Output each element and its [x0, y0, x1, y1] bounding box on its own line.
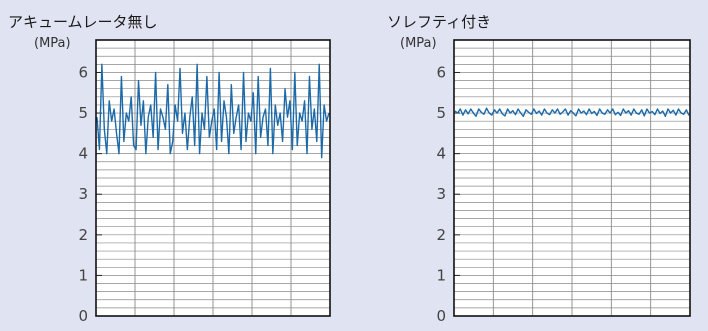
y-axis-unit-label: (MPa) — [34, 36, 71, 51]
y-tick-label: 0 — [436, 307, 446, 325]
y-tick-label: 0 — [78, 307, 88, 325]
y-tick-label: 2 — [78, 226, 88, 244]
y-tick-label: 5 — [436, 104, 446, 122]
y-tick-label: 3 — [78, 185, 88, 203]
chart-title: アキュームレータ無し — [8, 13, 158, 31]
y-tick-label: 1 — [78, 266, 88, 284]
y-tick-label: 5 — [78, 104, 88, 122]
chart-without-accumulator: アキュームレータ無し (MPa) 0 1 2 3 4 5 6 — [8, 13, 331, 325]
y-tick-label: 2 — [436, 226, 446, 244]
y-tick-label: 4 — [78, 145, 88, 163]
y-tick-label: 4 — [436, 145, 446, 163]
chart-title: ソレフティ付き — [387, 13, 491, 31]
plot-frame — [95, 39, 331, 317]
y-tick-label: 6 — [436, 63, 446, 81]
chart-with-relief-valve: ソレフティ付き (MPa) 0 1 2 3 4 5 6 — [387, 13, 691, 325]
pressure-series-line — [454, 107, 690, 118]
y-tick-label: 3 — [436, 185, 446, 203]
plot-frame — [453, 39, 691, 317]
y-tick-label: 1 — [436, 266, 446, 284]
y-tick-label: 6 — [78, 63, 88, 81]
y-axis-unit-label: (MPa) — [400, 36, 437, 51]
pressure-series-line — [96, 63, 330, 159]
